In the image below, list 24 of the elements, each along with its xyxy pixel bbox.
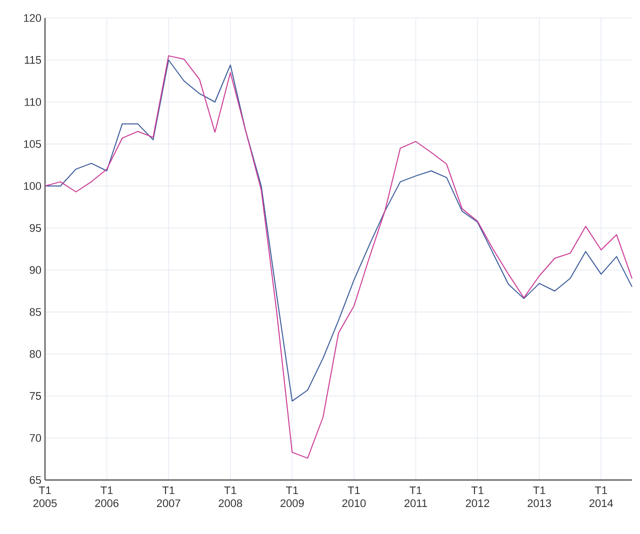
x-tick-label: T1 2005 <box>33 486 57 508</box>
x-tick-label: T1 2012 <box>466 486 490 508</box>
x-tick-label: T1 2006 <box>95 486 118 508</box>
x-tick-label: T1 2009 <box>280 486 304 508</box>
y-tick-label: 65 <box>30 476 42 484</box>
x-tick-label: T1 2008 <box>218 486 242 508</box>
line-series <box>44 60 633 402</box>
line-series <box>44 55 633 459</box>
y-tick-label: 85 <box>30 308 42 316</box>
y-tick-label: 110 <box>24 98 42 106</box>
y-tick-label: 115 <box>24 56 42 64</box>
y-tick-label: 95 <box>30 224 42 232</box>
y-tick-label: 90 <box>30 266 42 274</box>
x-tick-label: T1 2007 <box>156 486 180 508</box>
y-tick-label: 105 <box>24 140 42 148</box>
y-tick-label: 75 <box>30 392 42 400</box>
x-tick-label: T1 2011 <box>404 486 427 508</box>
y-tick-label: 120 <box>24 14 42 22</box>
x-tick-label: T1 2013 <box>528 486 552 508</box>
x-tick-label: T1 2014 <box>589 486 613 508</box>
x-tick-label: T1 2010 <box>342 486 366 508</box>
y-tick-label: 80 <box>30 350 42 358</box>
y-tick-label: 100 <box>24 182 42 190</box>
y-tick-label: 70 <box>30 434 42 442</box>
